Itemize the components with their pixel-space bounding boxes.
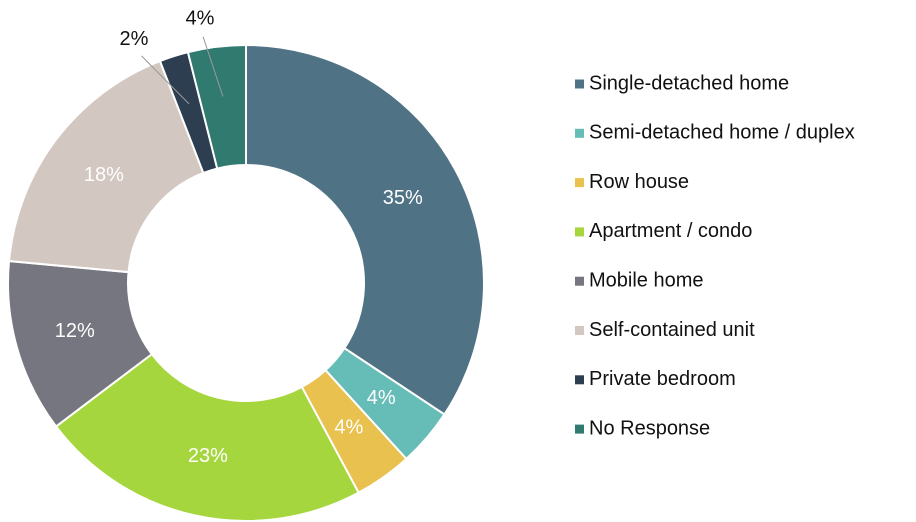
data-label: 23% bbox=[188, 445, 228, 467]
slice bbox=[186, 43, 247, 170]
slice bbox=[7, 59, 205, 274]
legend-label: Self-contained unit bbox=[589, 319, 755, 341]
legend-swatch bbox=[575, 79, 584, 89]
legend-swatch bbox=[575, 276, 584, 286]
legend-swatch bbox=[575, 178, 584, 188]
data-label: 4% bbox=[334, 417, 363, 439]
data-label: 4% bbox=[186, 7, 215, 29]
data-label: 12% bbox=[55, 320, 95, 342]
legend-swatch bbox=[575, 227, 584, 237]
legend-label: Semi-detached home / duplex bbox=[589, 122, 855, 144]
legend-swatch bbox=[575, 375, 584, 385]
slice bbox=[245, 43, 485, 416]
legend-swatch bbox=[575, 424, 584, 434]
legend-label: Mobile home bbox=[589, 269, 704, 291]
leader-line bbox=[202, 36, 224, 97]
legend-label: Apartment / condo bbox=[589, 220, 752, 242]
legend-label: Single-detached home bbox=[589, 72, 789, 94]
data-label: 35% bbox=[383, 187, 423, 209]
data-label: 4% bbox=[367, 387, 396, 409]
legend-swatch bbox=[575, 326, 584, 335]
legend-label: No Response bbox=[589, 417, 710, 439]
legend-label: Row house bbox=[589, 171, 689, 193]
legend-swatch bbox=[575, 128, 584, 138]
data-label: 18% bbox=[84, 164, 124, 186]
data-label: 2% bbox=[120, 28, 149, 50]
slice bbox=[54, 352, 360, 522]
legend-label: Private bedroom bbox=[589, 368, 736, 390]
leader-line bbox=[141, 55, 190, 105]
